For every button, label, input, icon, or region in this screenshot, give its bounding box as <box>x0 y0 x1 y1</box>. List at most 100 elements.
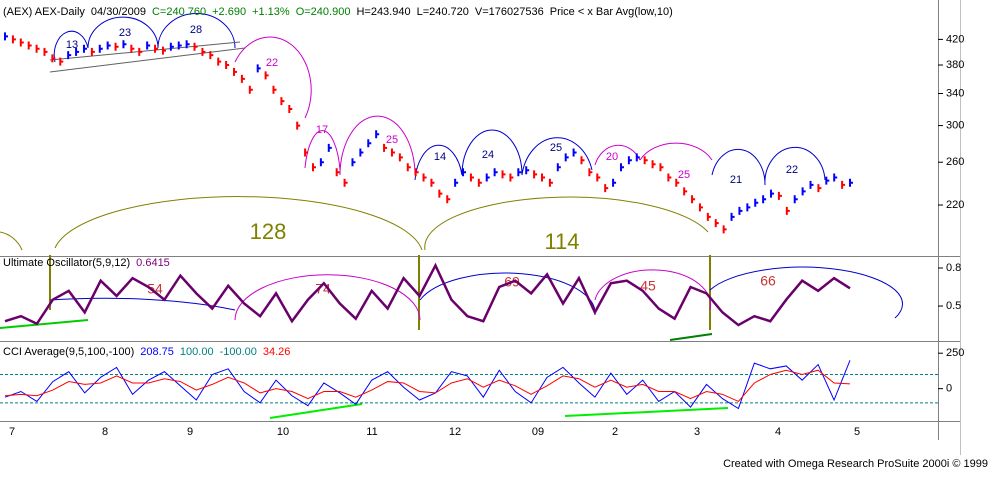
price-bar <box>841 180 846 189</box>
price-bar <box>193 42 198 51</box>
big-cycle-arc <box>0 196 709 251</box>
big-cycle-count: 114 <box>544 229 579 254</box>
header-item: +1.13% <box>252 6 290 18</box>
price-bar <box>556 163 561 172</box>
price-bar <box>327 143 332 152</box>
price-bar <box>627 156 632 165</box>
price-bar <box>35 44 40 53</box>
price-bar <box>754 198 759 207</box>
price-bar <box>509 173 514 182</box>
series-line <box>4 369 851 403</box>
price-bar <box>248 85 253 94</box>
price-bar <box>138 47 143 56</box>
price-bar <box>51 54 56 63</box>
trendline <box>49 47 246 73</box>
price-bar <box>691 195 696 204</box>
header-item: -100.00 <box>220 346 257 358</box>
price-bar <box>304 148 309 157</box>
price-bar <box>169 42 174 51</box>
divergence-line <box>564 407 729 417</box>
price-bar <box>11 35 16 44</box>
price-bar <box>667 173 672 182</box>
price-bar <box>59 57 64 66</box>
x-tick-label: 11 <box>366 426 377 438</box>
divergence-line <box>269 403 363 419</box>
price-bar <box>383 143 388 152</box>
price-bar <box>272 85 277 94</box>
header-item: 34.26 <box>263 346 291 358</box>
header-item: (AEX) AEX-Daily <box>3 6 85 18</box>
price-bar <box>446 195 451 204</box>
cycle-count: 14 <box>434 151 446 163</box>
price-bar <box>240 74 245 83</box>
y-tick-label: 340 <box>946 87 964 99</box>
price-bar <box>477 178 482 187</box>
y-tick-label: 0.8 <box>946 262 961 274</box>
x-tick-label: 4 <box>775 426 781 438</box>
x-tick-label: 12 <box>449 426 461 438</box>
header-item: Price < x Bar Avg(low,10) <box>550 6 673 18</box>
price-bar <box>98 44 103 53</box>
cycle-count: 25 <box>550 142 562 154</box>
price-bar <box>675 178 680 187</box>
price-bar <box>572 148 577 157</box>
price-bar <box>154 44 159 53</box>
header-item: 100.00 <box>180 346 214 358</box>
price-bar <box>422 173 427 182</box>
price-bar <box>319 158 324 167</box>
price-bar <box>533 170 538 179</box>
price-bar <box>114 42 119 51</box>
osc-count: 66 <box>760 273 776 289</box>
price-bar <box>770 189 775 198</box>
y-tick-label: 220 <box>946 199 964 211</box>
x-axis: 7 8 9 10 11 12 09 2 3 4 5 <box>9 426 860 438</box>
price-bar <box>604 184 609 193</box>
price-bar <box>90 47 95 56</box>
price-bar <box>580 156 585 165</box>
osc-count: 45 <box>640 278 656 294</box>
price-bar <box>296 121 301 130</box>
price-bar <box>714 219 719 228</box>
price-bar <box>825 176 830 185</box>
osc-count: 74 <box>315 281 331 297</box>
price-bar <box>130 44 135 53</box>
price-bar <box>801 187 806 196</box>
cycle-count: 17 <box>316 124 328 136</box>
price-bar <box>462 168 467 177</box>
x-tick-label: 5 <box>854 426 860 438</box>
x-tick-label: 9 <box>187 426 193 438</box>
price-bar <box>122 40 127 49</box>
cycle-count: 28 <box>190 24 202 36</box>
price-bar <box>375 130 380 139</box>
cycle-count: 13 <box>66 39 78 51</box>
price-bar <box>454 178 459 187</box>
annotations: 13 23 28 22 17 25 14 24 25 20 25 21 22 <box>66 24 798 186</box>
price-bar <box>82 44 87 53</box>
cycle-count: 20 <box>606 151 618 163</box>
y-tick-label: 250 <box>946 347 964 359</box>
trendline <box>49 41 241 61</box>
price-bar <box>785 206 790 215</box>
osc-header: Ultimate Oscillator(5,9,12) 0.6415 <box>3 257 170 269</box>
price-bar <box>367 139 372 148</box>
price-bar <box>793 195 798 204</box>
price-bar <box>541 173 546 182</box>
header-item: C=240.760 <box>152 6 206 18</box>
price-bar <box>738 206 743 215</box>
x-tick-label: 7 <box>9 426 15 438</box>
price-bar <box>256 64 261 73</box>
y-tick-label: 420 <box>946 33 964 45</box>
y-tick-label: 260 <box>946 156 964 168</box>
price-bar <box>209 51 214 60</box>
price-bar <box>398 153 403 162</box>
price-bar <box>27 41 32 50</box>
price-bar <box>390 148 395 157</box>
price-bar <box>485 173 490 182</box>
price-bar <box>596 173 601 182</box>
cycle-count: 25 <box>386 134 398 146</box>
header-item: CCI Average(9,5,100,-100) <box>3 346 134 358</box>
header-item: 0.6415 <box>136 257 170 269</box>
